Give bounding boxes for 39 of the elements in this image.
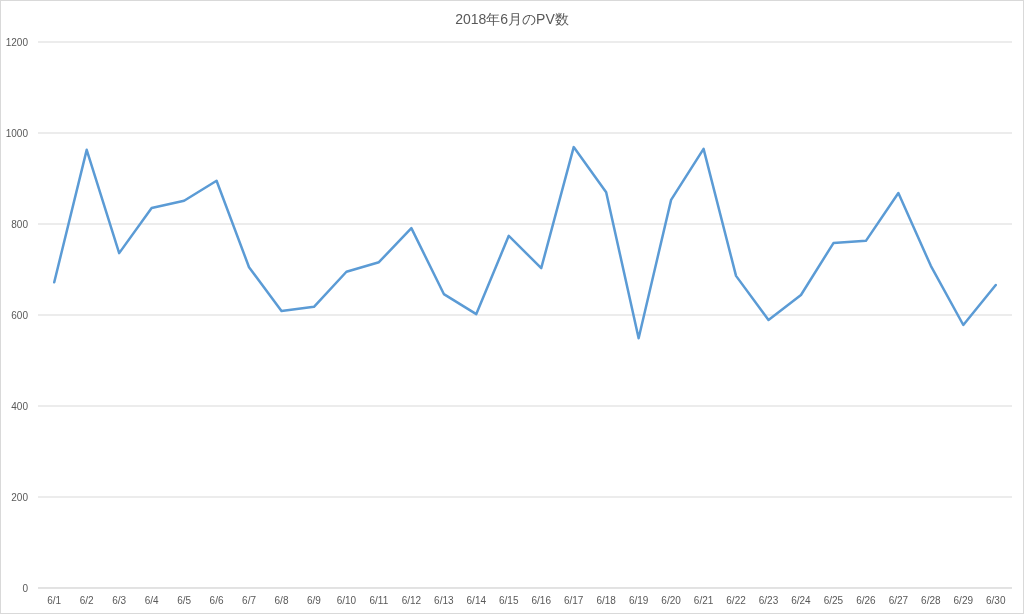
x-tick-label: 6/28	[921, 595, 941, 606]
x-tick-label: 6/22	[726, 595, 747, 606]
x-tick-label: 6/25	[823, 595, 844, 606]
x-tick-label: 6/9	[307, 595, 322, 606]
x-tick-label: 6/17	[563, 595, 584, 606]
y-tick-label: 800	[11, 218, 29, 230]
y-tick-label: 1000	[5, 127, 29, 139]
x-tick-label: 6/15	[499, 595, 519, 606]
x-tick-label: 6/20	[661, 595, 682, 606]
x-tick-label: 6/26	[856, 595, 877, 606]
x-tick-label: 6/29	[953, 595, 974, 606]
x-tick-label: 6/11	[369, 595, 389, 606]
x-tick-label: 6/8	[274, 595, 289, 606]
x-tick-label: 6/19	[628, 595, 649, 606]
x-tick-label: 6/1	[47, 595, 62, 606]
x-tick-label: 6/23	[758, 595, 779, 606]
x-tick-label: 6/13	[434, 595, 454, 606]
y-tick-label: 0	[22, 582, 29, 594]
x-tick-label: 6/2	[79, 595, 95, 606]
x-tick-label: 6/24	[791, 595, 812, 606]
x-tick-label: 6/4	[144, 595, 160, 606]
chart-title: 2018年6月のPV数	[455, 11, 569, 27]
y-tick-label: 400	[11, 400, 29, 412]
y-tick-label: 600	[11, 309, 29, 321]
y-tick-label: 200	[11, 491, 29, 503]
x-tick-label: 6/30	[986, 595, 1006, 606]
x-tick-label: 6/18	[596, 595, 617, 606]
x-tick-label: 6/3	[112, 595, 127, 606]
x-tick-label: 6/5	[177, 595, 192, 606]
y-tick-label: 1200	[5, 36, 29, 48]
x-tick-label: 6/10	[336, 595, 357, 606]
x-tick-label: 6/12	[401, 595, 422, 606]
x-tick-label: 6/6	[209, 595, 224, 606]
x-tick-label: 6/14	[466, 595, 487, 606]
x-tick-label: 6/27	[888, 595, 909, 606]
line-series	[52, 145, 998, 340]
x-tick-label: 6/21	[693, 595, 714, 606]
x-tick-label: 6/16	[531, 595, 552, 606]
x-tick-label: 6/7	[242, 595, 257, 606]
